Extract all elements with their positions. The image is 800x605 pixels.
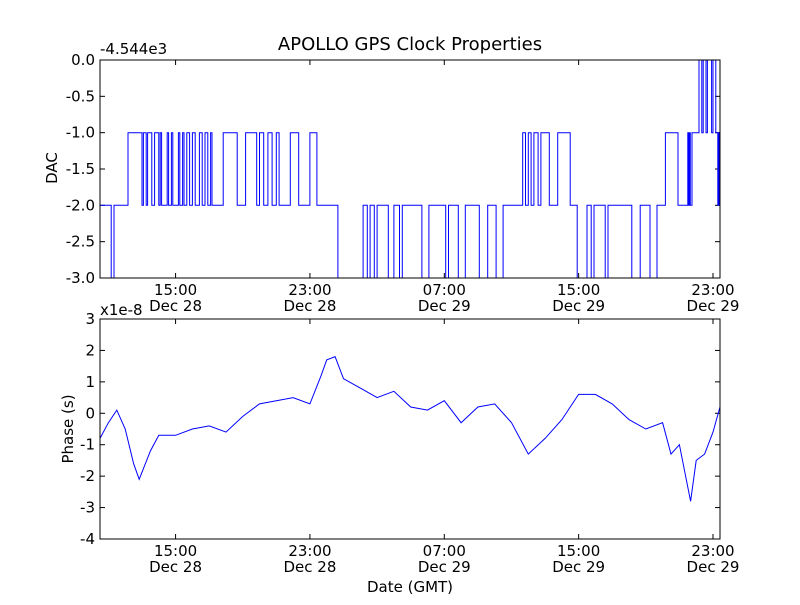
- x-tick-time-label: 15:00: [557, 281, 600, 299]
- y-tick-label: 0.0: [71, 51, 95, 69]
- y-tick-label: 0: [85, 404, 95, 422]
- y-tick-label: -0.5: [66, 87, 95, 105]
- phase-series-group: [99, 356, 721, 502]
- phase-x-axis-label: Date (GMT): [367, 578, 453, 596]
- x-tick-time-label: 23:00: [288, 542, 331, 560]
- phase-plot-frame: [99, 318, 721, 540]
- x-tick-time-label: 07:00: [423, 281, 466, 299]
- x-tick-date-label: Dec 28: [283, 297, 336, 315]
- y-tick-label: -3.0: [66, 269, 95, 287]
- x-tick-time-label: 15:00: [557, 542, 600, 560]
- y-tick-label: 2: [85, 341, 95, 359]
- x-tick-date-label: Dec 29: [418, 297, 471, 315]
- series-line: [99, 356, 721, 502]
- y-tick-label: 1: [85, 373, 95, 391]
- y-tick-label: -4: [80, 530, 95, 548]
- dac-plot-frame: [99, 59, 721, 279]
- x-tick-date-label: Dec 28: [283, 558, 336, 576]
- phase-offset-label: x1e-8: [100, 301, 143, 319]
- y-tick-label: -2.0: [66, 196, 95, 214]
- y-tick-label: -2: [80, 467, 95, 485]
- series-line: [100, 59, 721, 279]
- x-tick-time-label: 23:00: [288, 281, 331, 299]
- x-tick-date-label: Dec 29: [687, 558, 740, 576]
- y-tick-label: -1.5: [66, 160, 95, 178]
- chart-title: APOLLO GPS Clock Properties: [278, 34, 542, 55]
- phase-y-axis-label: Phase (s): [59, 394, 77, 463]
- x-tick-date-label: Dec 29: [687, 297, 740, 315]
- y-tick-label: 3: [85, 310, 95, 328]
- x-tick-date-label: Dec 29: [418, 558, 471, 576]
- x-tick-date-label: Dec 28: [149, 558, 202, 576]
- dac-offset-label: -4.544e3: [100, 40, 167, 58]
- dac-y-axis-label: DAC: [43, 152, 61, 184]
- y-tick-label: -3: [80, 499, 95, 517]
- dac-panel: -4.544e3 DAC 0.0 -0.5 -1.0 -1.5 -2.0 -2.5 -3.0…: [43, 40, 739, 315]
- y-tick-label: -1.0: [66, 124, 95, 142]
- x-tick-time-label: 23:00: [691, 542, 734, 560]
- x-tick-date-label: Dec 29: [552, 558, 605, 576]
- y-tick-label: -1: [80, 436, 95, 454]
- x-tick-time-label: 07:00: [423, 542, 466, 560]
- x-tick-time-label: 15:00: [154, 542, 197, 560]
- x-tick-date-label: Dec 28: [149, 297, 202, 315]
- y-tick-label: -2.5: [66, 233, 95, 251]
- x-tick-time-label: 23:00: [691, 281, 734, 299]
- x-tick-date-label: Dec 29: [552, 297, 605, 315]
- phase-panel: x1e-8 Phase (s) Date (GMT) 3 2 1 0 -1 -2 -3 -4 1…: [59, 301, 739, 596]
- dac-series-group: [100, 59, 721, 279]
- x-tick-time-label: 15:00: [154, 281, 197, 299]
